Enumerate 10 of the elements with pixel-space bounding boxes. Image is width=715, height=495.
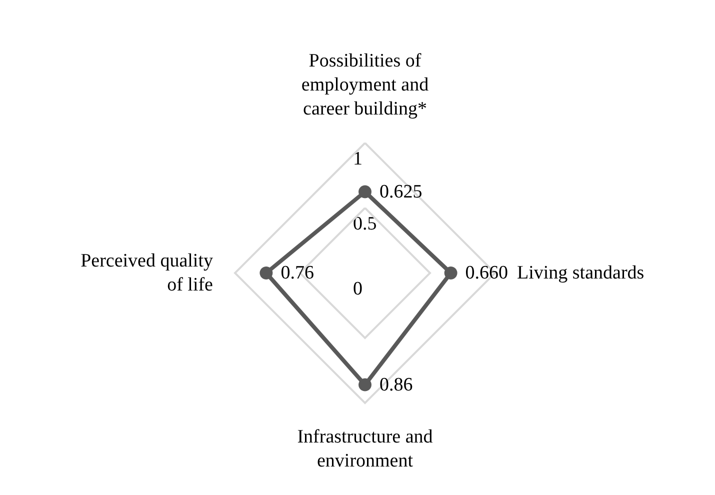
y-tick-label: 0 (353, 278, 362, 300)
data-label: 0.660 (465, 262, 508, 284)
spoke-label: Possibilities of employment and career building* (301, 50, 430, 120)
spoke-label: Perceived quality of life (80, 250, 214, 296)
spoke-label: Living standards (517, 262, 644, 284)
data-label: 0.86 (380, 374, 413, 396)
data-label: 0.625 (380, 181, 422, 202)
spoke-label: Infrastructure and environment (297, 426, 434, 472)
data-label: 0.76 (280, 262, 314, 284)
y-tick-label: 1 (353, 148, 362, 170)
